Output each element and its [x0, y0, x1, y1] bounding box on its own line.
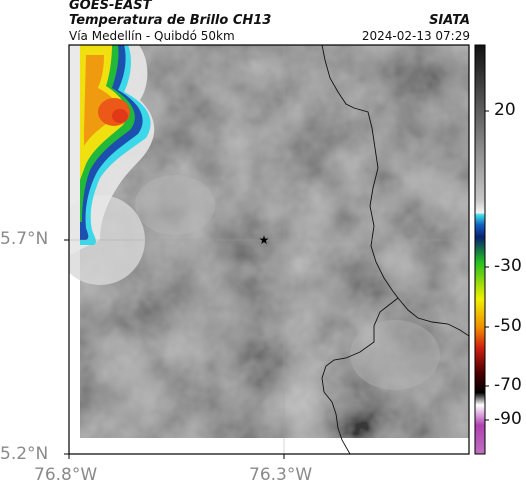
- lon-tick-label: 76.8°W: [34, 465, 98, 485]
- lon-tick-label: 76.3°W: [249, 465, 313, 485]
- map-frame: [68, 44, 470, 455]
- cold-cloud-region: [80, 45, 151, 245]
- colorbar-ticks: [485, 110, 489, 421]
- colorbar-label: -50: [494, 316, 522, 336]
- map-image: [69, 45, 469, 454]
- lat-tick-label: 5.7°N: [0, 229, 49, 249]
- colorbar-label: 20: [494, 100, 516, 120]
- timestamp: 2024-02-13 07:29: [361, 29, 470, 43]
- boundaries: [321, 45, 469, 454]
- satellite-title: GOES-EAST: [69, 0, 152, 13]
- colorbar-label: -90: [494, 409, 522, 429]
- colorbar-label: -70: [494, 375, 522, 395]
- graticule: [69, 45, 469, 454]
- tick-marks: [64, 239, 285, 459]
- product-title: Temperatura de Brillo CH13: [69, 13, 272, 28]
- organization-label: SIATA: [429, 13, 470, 28]
- colorbar: [474, 44, 486, 455]
- colorbar-label: -30: [494, 256, 522, 276]
- lat-tick-label: 5.2°N: [0, 444, 49, 464]
- city-marker-star: ★: [259, 233, 270, 247]
- region-subtitle: Vía Medellín - Quibdó 50km: [69, 29, 235, 43]
